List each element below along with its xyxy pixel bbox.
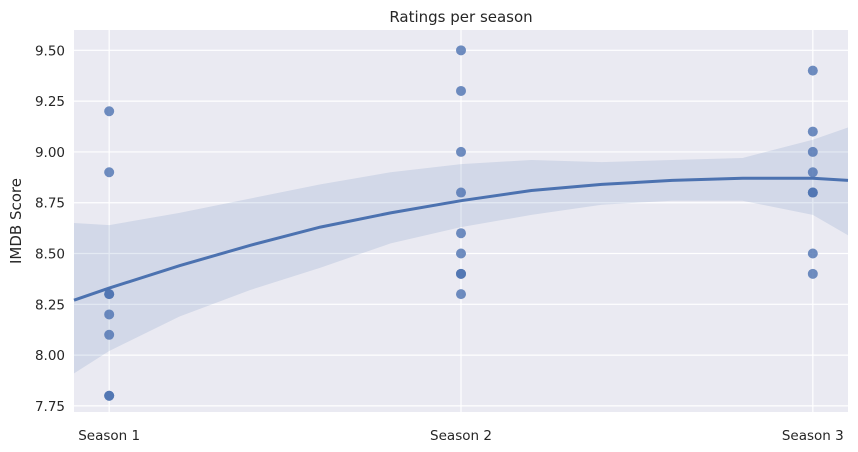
y-tick-label: 8.00 xyxy=(35,348,65,364)
confidence-band xyxy=(74,127,848,374)
chart-title: Ratings per season xyxy=(389,8,532,26)
y-tick-label: 8.75 xyxy=(35,196,65,212)
data-point xyxy=(456,289,466,300)
grid-layer xyxy=(74,30,848,412)
data-point xyxy=(456,248,466,259)
y-tick-label: 8.50 xyxy=(35,247,65,263)
x-tick-label: Season 3 xyxy=(782,428,844,444)
y-tick-label: 9.25 xyxy=(35,94,65,110)
data-point xyxy=(807,187,818,198)
data-point xyxy=(104,167,115,178)
points-layer xyxy=(104,45,818,401)
data-point xyxy=(456,187,466,198)
data-point xyxy=(807,126,818,137)
y-tick-label: 8.25 xyxy=(35,297,65,313)
data-point xyxy=(807,167,818,178)
data-point xyxy=(456,228,466,239)
data-point xyxy=(456,268,466,279)
data-point xyxy=(104,309,115,320)
x-tick-labels: Season 1 Season 2 Season 3 xyxy=(78,428,844,444)
data-point xyxy=(456,45,466,56)
trend-line xyxy=(73,176,849,302)
data-point xyxy=(456,146,466,157)
x-tick-label: Season 1 xyxy=(78,428,140,444)
y-tick-label: 7.75 xyxy=(35,399,65,415)
x-tick-label: Season 2 xyxy=(430,428,492,444)
y-axis-label: IMDB Score xyxy=(7,178,25,264)
data-point xyxy=(456,85,466,96)
data-point xyxy=(807,248,818,259)
confidence-band-layer xyxy=(74,127,848,374)
data-point xyxy=(104,106,115,117)
trend-line-layer xyxy=(73,176,849,302)
y-tick-label: 9.50 xyxy=(35,43,65,59)
data-point xyxy=(104,390,115,401)
data-point xyxy=(807,146,818,157)
data-point xyxy=(104,329,115,340)
y-tick-labels: 7.75 8.00 8.25 8.50 8.75 9.00 9.25 9.50 xyxy=(35,43,65,415)
data-point xyxy=(807,65,818,76)
data-point xyxy=(104,289,115,300)
data-point xyxy=(807,268,818,279)
y-tick-label: 9.00 xyxy=(35,145,65,161)
